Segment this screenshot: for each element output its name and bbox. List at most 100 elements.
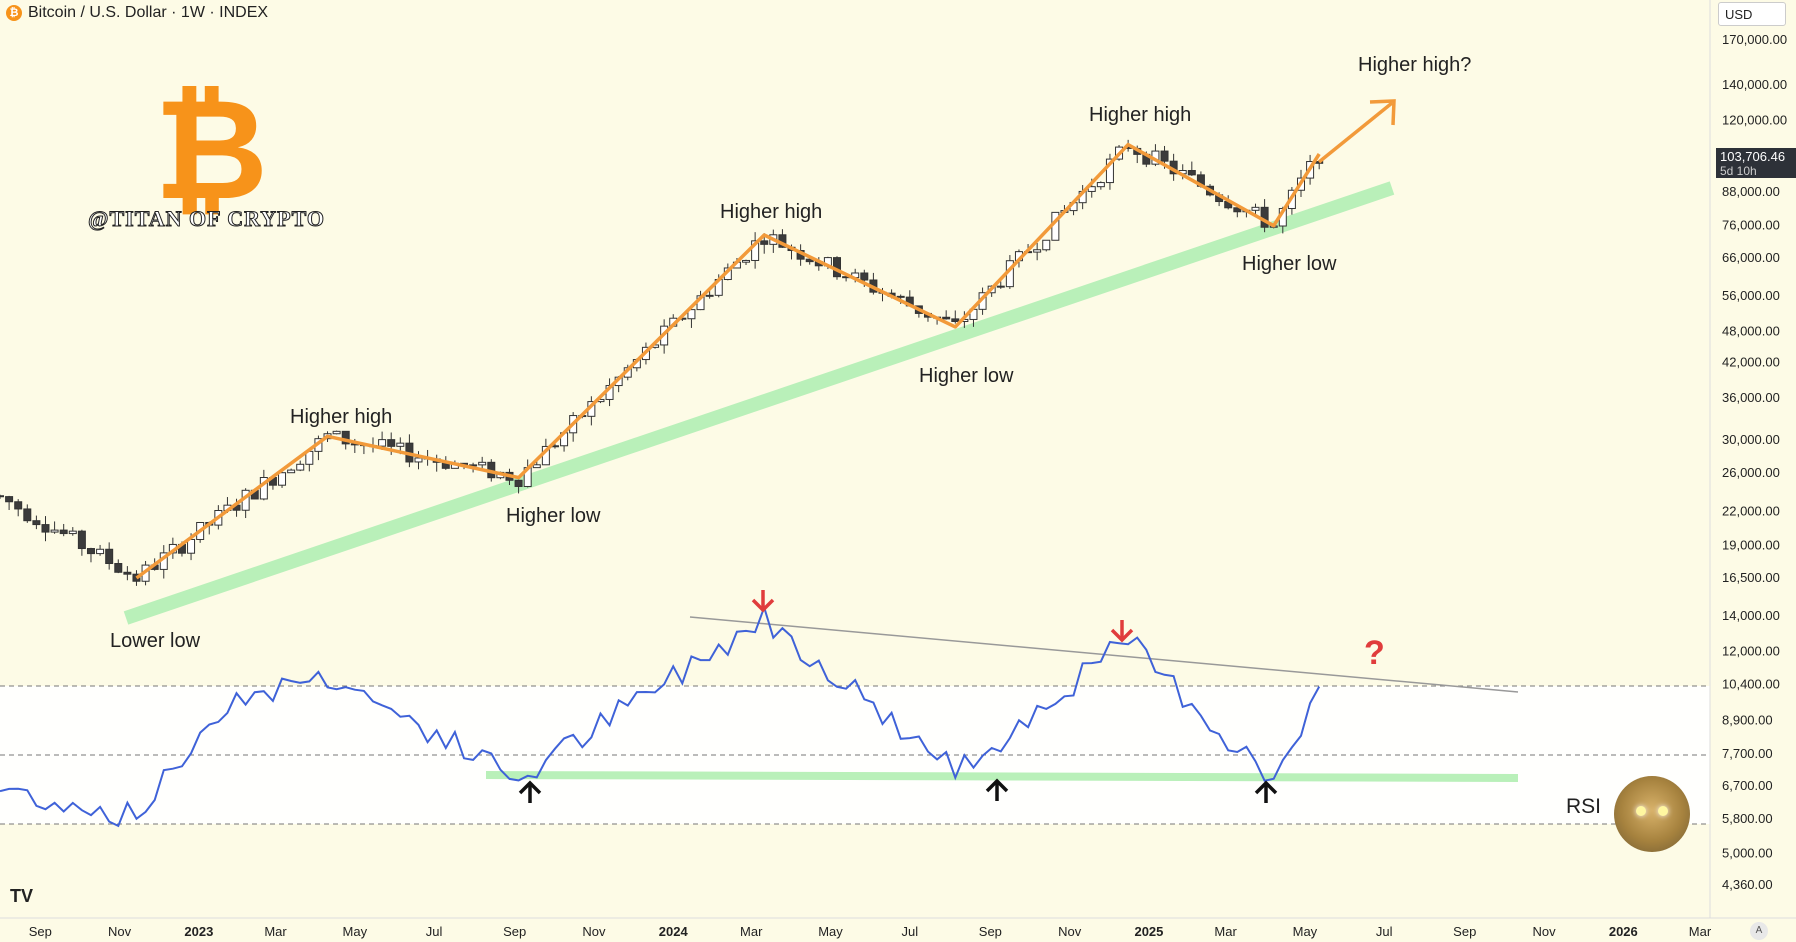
candle-down <box>14 501 23 510</box>
last-price-tag: 103,706.46 5d 10h <box>1716 148 1796 178</box>
price-tick-label: 30,000.00 <box>1722 432 1780 447</box>
rsi-line <box>0 604 1321 828</box>
candle-up <box>378 439 387 447</box>
candle-up <box>1251 206 1260 211</box>
symbol-title: Bitcoin / U.S. Dollar · 1W · INDEX <box>28 4 269 21</box>
price-tick-label: 8,900.00 <box>1722 712 1773 727</box>
time-tick-label: Sep <box>29 924 52 939</box>
price-tick-label: 6,700.00 <box>1722 778 1773 793</box>
candle-up <box>96 548 105 555</box>
price-tick-label: 76,000.00 <box>1722 218 1780 233</box>
brand-handle: @TITAN OF CRYPTO <box>88 206 325 232</box>
candle-up <box>532 464 541 469</box>
candle-up <box>332 430 341 435</box>
candle-down <box>1160 150 1169 162</box>
time-tick-label: Nov <box>108 924 132 939</box>
candle-down <box>860 272 869 281</box>
black-arrow-1 <box>518 780 542 803</box>
bitcoin-coin-icon: ₿ <box>6 5 22 21</box>
price-tick-label: 88,000.00 <box>1722 184 1780 199</box>
price-tick-label: 66,000.00 <box>1722 250 1780 265</box>
projection-arrowhead <box>1369 99 1396 126</box>
trend-zigzag <box>135 142 1321 580</box>
price-tick-label: 4,360.00 <box>1722 877 1773 892</box>
rsi-question-mark: ? <box>1364 634 1385 672</box>
candle-up <box>687 309 696 320</box>
annotation-higher-low-3: Higher low <box>1242 253 1337 275</box>
candle-down <box>41 524 50 533</box>
price-support-line <box>123 181 1395 625</box>
auto-scale-button[interactable]: A <box>1750 922 1768 940</box>
annotation-higher-low-1: Higher low <box>506 505 601 527</box>
time-tick-label: 2025 <box>1134 924 1163 939</box>
price-tick-label: 22,000.00 <box>1722 504 1780 519</box>
candle-up <box>751 240 760 261</box>
time-tick-label: Mar <box>1214 924 1237 939</box>
candle-up <box>414 457 423 463</box>
candle-down <box>896 295 905 298</box>
price-tick-label: 170,000.00 <box>1722 32 1787 47</box>
candle-up <box>396 442 405 447</box>
candle-down <box>1233 207 1242 213</box>
time-tick-label: Sep <box>503 924 526 939</box>
red-arrow-1 <box>751 590 775 613</box>
candle-down <box>0 495 4 498</box>
time-tick-label: Jul <box>901 924 918 939</box>
candle-up <box>705 294 714 297</box>
annotation-higher-high-1: Higher high <box>290 406 392 428</box>
candle-up <box>68 530 77 535</box>
tradingview-logo-icon[interactable]: TV <box>10 886 34 906</box>
candle-down <box>86 548 95 555</box>
time-tick-label: Mar <box>264 924 287 939</box>
price-tick-label: 12,000.00 <box>1722 643 1780 658</box>
time-tick-label: Nov <box>1532 924 1556 939</box>
candle-down <box>23 508 32 522</box>
price-tick-label: 10,400.00 <box>1722 676 1780 691</box>
annotation-higher-high-q: Higher high? <box>1358 54 1471 76</box>
svg-text:₿: ₿ <box>154 69 268 232</box>
rsi-support-line <box>485 771 1519 782</box>
rsi-indicator-label: RSI <box>1566 795 1602 818</box>
price-tick-label: 120,000.00 <box>1722 112 1787 127</box>
candle-up <box>1096 182 1105 188</box>
black-arrow-2 <box>985 778 1009 801</box>
black-arrow-3 <box>1254 780 1278 803</box>
price-tick-label: 26,000.00 <box>1722 465 1780 480</box>
avatar <box>1614 776 1690 852</box>
time-tick-label: Sep <box>1453 924 1476 939</box>
candle-down <box>1187 170 1196 176</box>
candle-down <box>996 285 1005 288</box>
candle-down <box>514 479 523 487</box>
candle-down <box>760 240 769 245</box>
candle-up <box>1042 239 1051 251</box>
time-axis: Sep Nov 2023 Mar May Jul Sep Nov 2024 Mar May Jul Se… <box>29 924 1712 939</box>
candle-down <box>387 439 396 447</box>
price-tick-label: 56,000.00 <box>1722 288 1780 303</box>
bitcoin-logo: ₿ <box>154 69 268 232</box>
annotation-higher-low-2: Higher low <box>919 365 1014 387</box>
price-tick-label: 140,000.00 <box>1722 77 1787 92</box>
time-tick-label: Nov <box>1058 924 1082 939</box>
candle-down <box>105 548 114 565</box>
candle-up <box>187 538 196 554</box>
time-tick-label: 2023 <box>184 924 213 939</box>
time-tick-label: May <box>818 924 843 939</box>
time-tick-label: May <box>343 924 368 939</box>
currency-selector[interactable]: USD <box>1718 2 1786 26</box>
bar-countdown: 5d 10h <box>1720 164 1757 178</box>
candle-down <box>5 496 14 503</box>
annotation-higher-high-2: Higher high <box>720 201 822 223</box>
price-tick-label: 16,500.00 <box>1722 570 1780 585</box>
candle-up <box>478 461 487 466</box>
price-tick-label: 19,000.00 <box>1722 537 1780 552</box>
candle-down <box>114 563 123 573</box>
price-tick-label: 5,000.00 <box>1722 845 1773 860</box>
symbol-header[interactable]: ₿ Bitcoin / U.S. Dollar · 1W · INDEX <box>6 4 268 22</box>
candle-up <box>742 259 751 263</box>
time-tick-label: Sep <box>979 924 1002 939</box>
time-tick-label: May <box>1293 924 1318 939</box>
last-price-value: 103,706.46 <box>1720 149 1786 164</box>
time-tick-label: 2026 <box>1609 924 1638 939</box>
candle-up <box>278 472 287 486</box>
candle-down <box>32 520 41 526</box>
